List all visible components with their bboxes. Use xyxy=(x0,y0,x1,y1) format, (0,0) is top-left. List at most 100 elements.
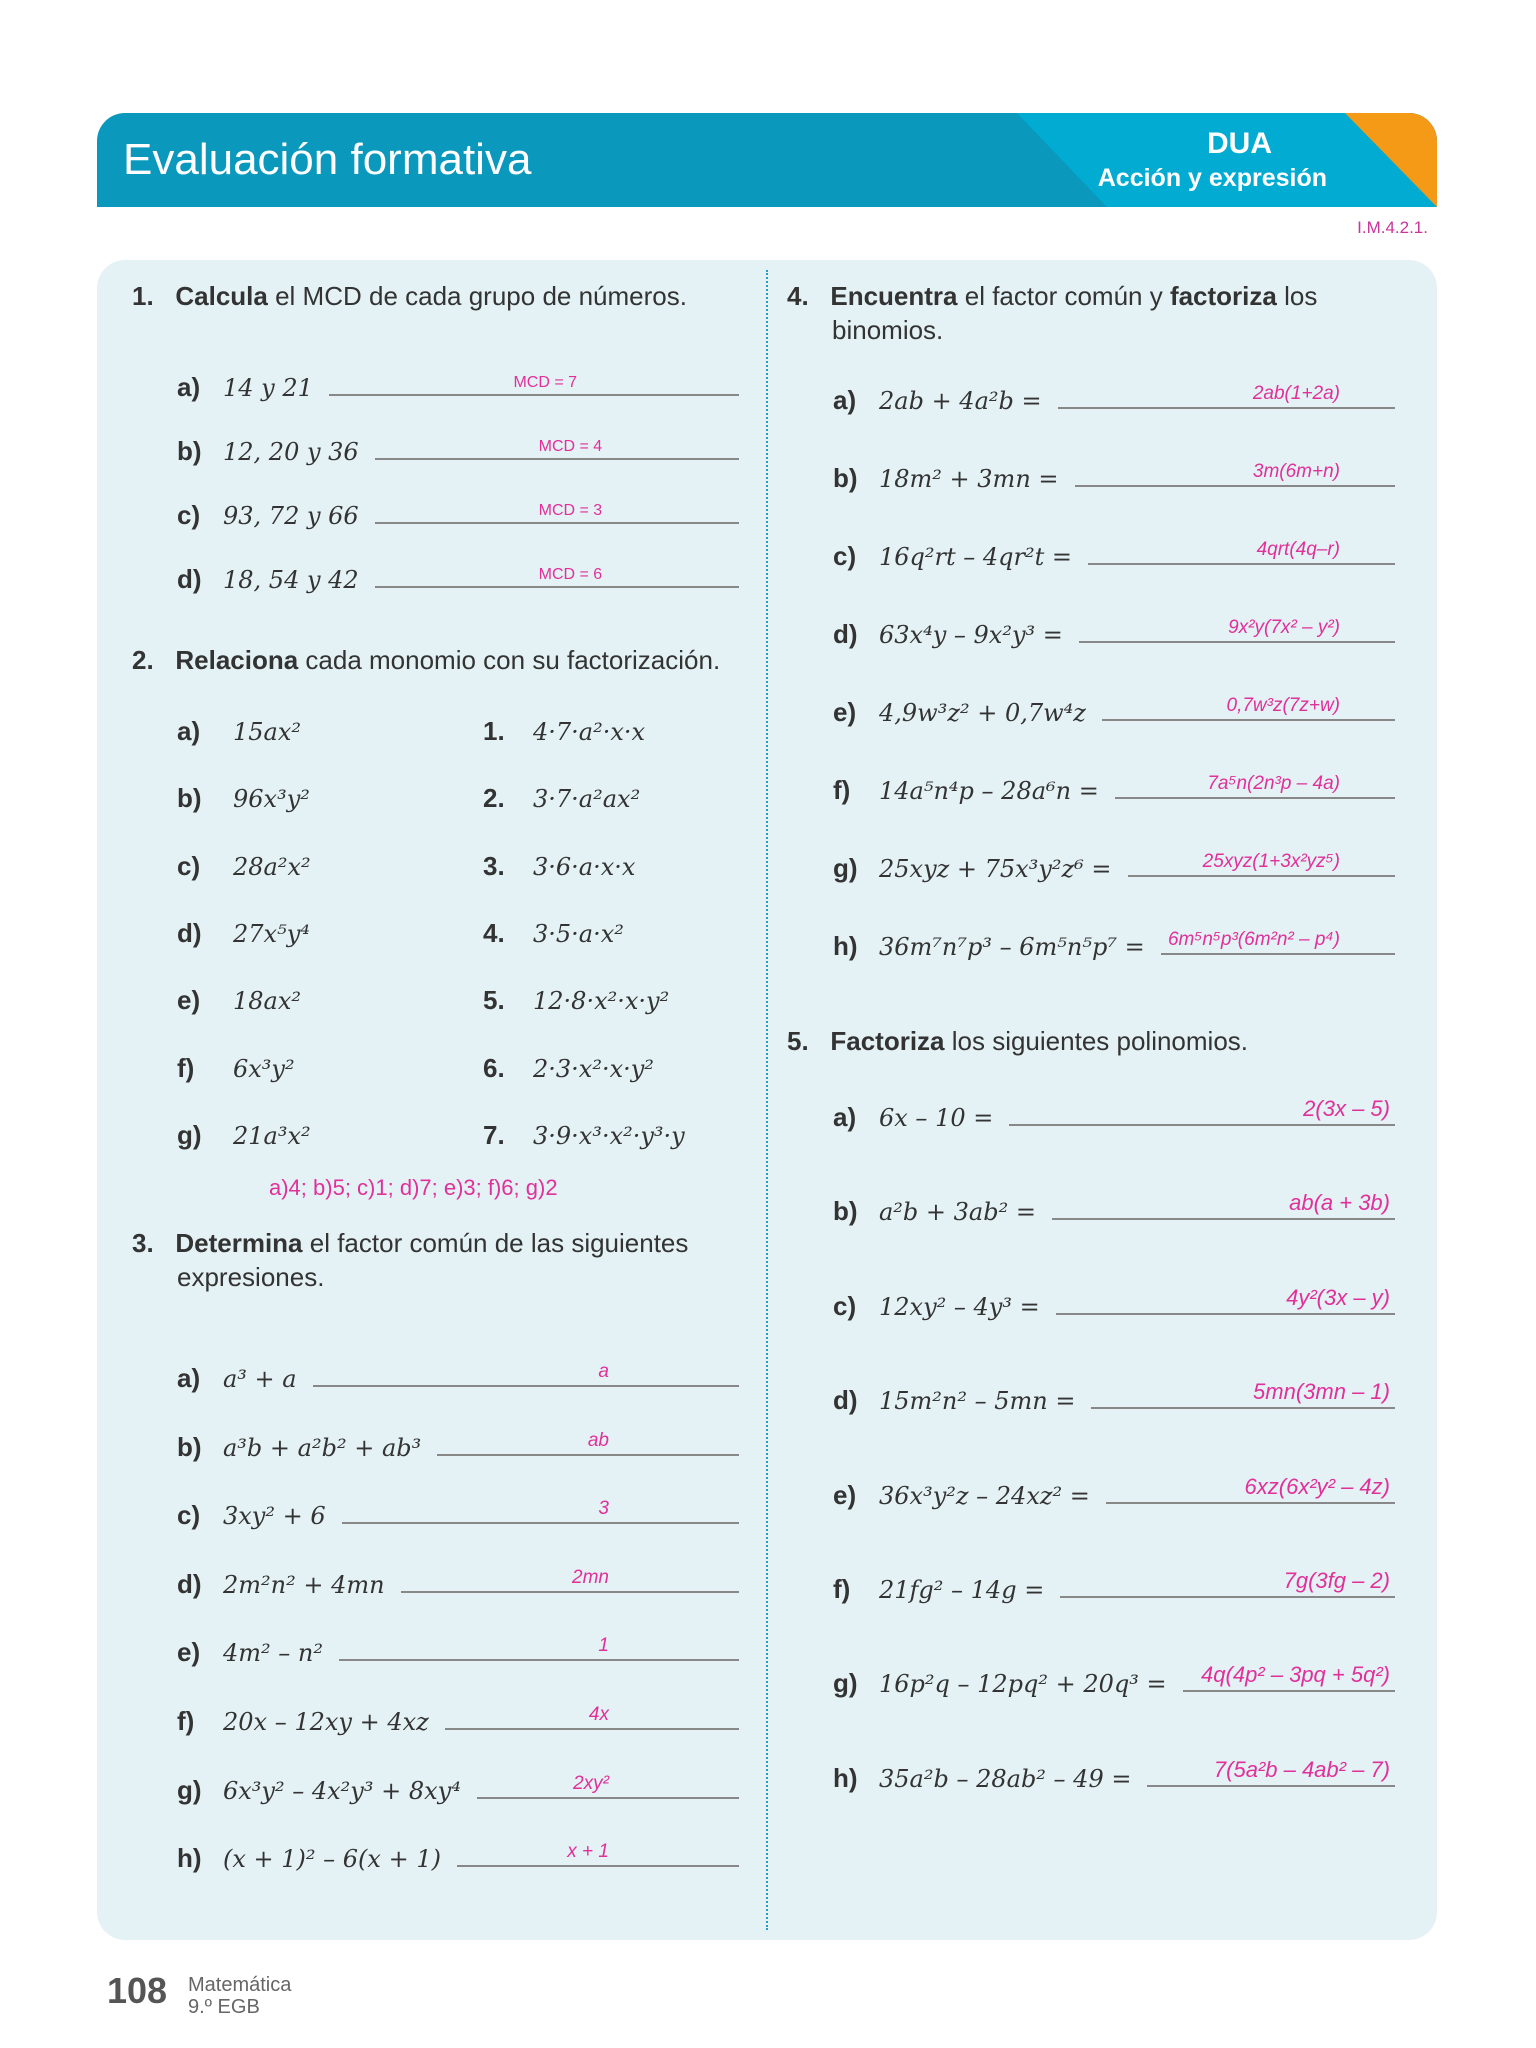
item-label: d) xyxy=(177,564,202,594)
expression: 93, 72 y 66 xyxy=(223,502,359,530)
expression: 12, 20 y 36 xyxy=(223,438,359,466)
answer-line[interactable]: x + 1 xyxy=(456,1833,739,1868)
q5-item: f) 21fg² – 14g = 7g(3fg – 2) xyxy=(833,1564,1395,1604)
q2-right-item: 6. 2·3·x²·x·y² xyxy=(483,1053,670,1093)
expression: 2m²n² + 4mn xyxy=(223,1570,385,1599)
item-label: b) xyxy=(177,783,202,814)
answer-line[interactable]: 7a⁵n(2n³p – 4a) xyxy=(1114,765,1395,799)
item-label: b) xyxy=(833,463,858,493)
expression: 12·8·x²·x·y² xyxy=(533,987,670,1016)
q2-left-item: c) 28a²x² xyxy=(177,851,327,891)
answer: MCD = 7 xyxy=(513,374,578,391)
answer: 5mn(3mn – 1) xyxy=(1253,1379,1390,1405)
item-label: f) xyxy=(833,775,851,805)
item-label: b) xyxy=(177,1431,202,1462)
q5-item: h) 35a²b – 28ab² – 49 = 7(5a²b – 4ab² – 7) xyxy=(833,1753,1395,1793)
column-divider xyxy=(766,270,768,1930)
answer: 7g(3fg – 2) xyxy=(1283,1568,1390,1593)
answer-line[interactable]: 1 xyxy=(338,1627,739,1662)
expression: 63x⁴y – 9x²y³ = xyxy=(879,621,1063,649)
q2-left-item: a) 15ax² xyxy=(177,716,317,756)
q3-item: c) 3xy² + 6 3 xyxy=(177,1490,739,1530)
answer-line[interactable]: 0,7w³z(7z+w) xyxy=(1101,687,1395,721)
answer-line[interactable]: 4y²(3x – y) xyxy=(1055,1281,1395,1315)
answer: 4y²(3x – y) xyxy=(1286,1284,1390,1310)
item-label: b) xyxy=(177,436,202,466)
q1-item: b) 12, 20 y 36 MCD = 4 xyxy=(177,426,739,466)
item-label: a) xyxy=(177,1363,201,1393)
page-number: 108 xyxy=(107,1970,168,2011)
expression: 36x³y²z – 24xz² = xyxy=(879,1481,1090,1510)
answer-line[interactable]: 2ab(1+2a) xyxy=(1057,375,1395,409)
answer-line[interactable]: 6m⁵n⁵p³(6m²n² – p⁴) xyxy=(1160,921,1395,955)
q2-answer: a)4; b)5; c)1; d)7; e)3; f)6; g)2 xyxy=(269,1175,558,1200)
answer-line[interactable]: 3 xyxy=(341,1490,739,1525)
expression: 18ax² xyxy=(233,987,302,1016)
answer-line[interactable]: 3m(6m+n) xyxy=(1074,453,1395,487)
answer: 2xy² xyxy=(573,1772,609,1794)
answer: a xyxy=(598,1361,609,1382)
expression: 14a⁵n⁴p – 28a⁶n = xyxy=(879,777,1099,805)
answer: 6xz(6x²y² – 4z) xyxy=(1244,1473,1390,1499)
expression: 4m² – n² xyxy=(223,1639,323,1668)
expression: a²b + 3ab² = xyxy=(879,1198,1036,1227)
answer: x + 1 xyxy=(567,1841,609,1863)
expression: 20x – 12xy + 4xz xyxy=(223,1708,429,1736)
expression: 3·5·a·x² xyxy=(533,919,624,948)
q4-title: 4. Encuentra el factor común y factoriza… xyxy=(787,281,1318,345)
item-label: 5. xyxy=(483,985,505,1016)
answer-line[interactable]: 4x xyxy=(444,1696,739,1730)
answer: 1 xyxy=(598,1635,609,1657)
expression: 6x³y² – 4x²y³ + 8xy⁴ xyxy=(223,1776,461,1805)
item-label: e) xyxy=(833,1479,857,1510)
q2-left-item: f) 6x³y² xyxy=(177,1053,311,1093)
answer-line[interactable]: 2xy² xyxy=(476,1765,739,1799)
answer-line[interactable]: 4qrt(4q–r) xyxy=(1088,531,1395,565)
item-label: g) xyxy=(833,1668,858,1699)
answer-line[interactable]: a xyxy=(312,1353,739,1387)
expression: 6x – 10 = xyxy=(879,1104,994,1132)
q4-item: g) 25xyz + 75x³y²z⁶ = 25xyz(1+3x²yz⁵) xyxy=(833,843,1395,883)
q4-item: a) 2ab + 4a²b = 2ab(1+2a) xyxy=(833,375,1395,415)
answer-line[interactable]: 2mn xyxy=(400,1559,739,1593)
answer-line[interactable]: 7(5a²b – 4ab² – 7) xyxy=(1147,1753,1395,1787)
answer-line[interactable]: ab xyxy=(437,1422,739,1456)
q5-item: g) 16p²q – 12pq² + 20q³ = 4q(4p² – 3pq + 5… xyxy=(833,1658,1395,1698)
q2-right-item: 3. 3·6·a·x·x xyxy=(483,851,651,891)
q2-right-item: 2. 3·7·a²ax² xyxy=(483,783,656,823)
q5-item: a) 6x – 10 = 2(3x – 5) xyxy=(833,1092,1395,1132)
expression: 3xy² + 6 xyxy=(223,1502,326,1531)
q1-item: d) 18, 54 y 42 MCD = 6 xyxy=(177,554,739,594)
answer-line[interactable]: MCD = 6 xyxy=(374,554,739,588)
answer: MCD = 6 xyxy=(538,566,603,583)
item-label: b) xyxy=(833,1196,858,1227)
q4-item: f) 14a⁵n⁴p – 28a⁶n = 7a⁵n(2n³p – 4a) xyxy=(833,765,1395,805)
answer: 2(3x – 5) xyxy=(1303,1096,1390,1121)
answer-line[interactable]: 4q(4p² – 3pq + 5q²) xyxy=(1182,1658,1395,1693)
item-label: 6. xyxy=(483,1052,505,1083)
answer: 6m⁵n⁵p³(6m²n² – p⁴) xyxy=(1167,929,1340,950)
answer-line[interactable]: 7g(3fg – 2) xyxy=(1060,1564,1395,1598)
q2-title: 2. Relaciona cada monomio con su factori… xyxy=(132,645,721,675)
answer-line[interactable]: 25xyz(1+3x²yz⁵) xyxy=(1127,843,1395,877)
item-label: c) xyxy=(177,850,201,881)
answer: 7a⁵n(2n³p – 4a) xyxy=(1207,773,1340,794)
item-label: a) xyxy=(177,716,201,746)
answer-line[interactable]: 5mn(3mn – 1) xyxy=(1091,1375,1395,1410)
answer-line[interactable]: MCD = 4 xyxy=(374,426,739,460)
answer-line[interactable]: ab(a + 3b) xyxy=(1051,1186,1395,1221)
item-label: g) xyxy=(177,1119,202,1150)
answer-line[interactable]: MCD = 3 xyxy=(374,490,739,524)
q3-item: b) a³b + a²b² + ab³ ab xyxy=(177,1422,739,1462)
answer: 2ab(1+2a) xyxy=(1252,383,1340,404)
dua-subtitle: Acción y expresión xyxy=(1097,164,1327,192)
answer: MCD = 3 xyxy=(538,502,603,519)
answer-line[interactable]: 6xz(6x²y² – 4z) xyxy=(1105,1470,1395,1504)
item-label: e) xyxy=(177,985,201,1016)
expression: 36m⁷n⁷p³ – 6m⁵n⁵p⁷ = xyxy=(879,933,1145,961)
expression: a³b + a²b² + ab³ xyxy=(223,1433,422,1462)
q4-item: b) 18m² + 3mn = 3m(6m+n) xyxy=(833,453,1395,493)
answer-line[interactable]: 2(3x – 5) xyxy=(1009,1092,1395,1126)
answer-line[interactable]: 9x²y(7x² – y²) xyxy=(1078,609,1395,643)
answer-line[interactable]: MCD = 7 xyxy=(328,362,739,396)
